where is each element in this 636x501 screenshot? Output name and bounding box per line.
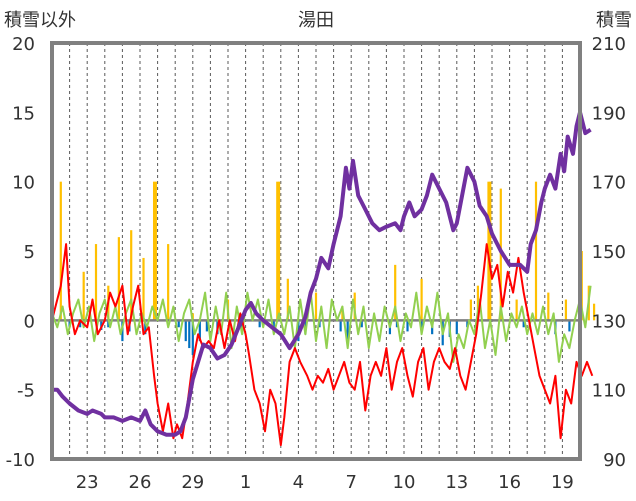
x-tick-label: 4 [293, 472, 304, 493]
y-tick-label: 5 [24, 242, 35, 263]
bar [272, 320, 275, 328]
bar [258, 320, 261, 328]
bar [522, 320, 525, 328]
bar [420, 320, 423, 328]
bar [188, 320, 191, 349]
bar [314, 292, 318, 321]
bar [277, 181, 281, 321]
plot-frame [50, 41, 582, 461]
y-tick-label: 190 [592, 103, 626, 124]
x-tick-label: 23 [76, 472, 99, 493]
bar [198, 320, 201, 342]
x-tick-label: 29 [181, 472, 204, 493]
bar [339, 320, 342, 332]
bar [515, 299, 518, 321]
y-tick-label: 10 [12, 173, 35, 194]
left-y-ticks: 20 15 10 5 0 -5 -10 [6, 34, 35, 471]
bar [184, 320, 187, 342]
bar [59, 181, 62, 321]
bar [420, 278, 423, 321]
x-tick-label: 10 [393, 472, 416, 493]
left-axis-label: 積雪以外 [4, 10, 76, 31]
bar [360, 320, 363, 328]
y-tick-label: 15 [12, 103, 35, 124]
bar [142, 257, 145, 321]
bar [130, 230, 133, 321]
x-tick-label: 16 [498, 472, 521, 493]
y-tick-label: 20 [12, 34, 35, 55]
bar [346, 320, 349, 342]
y-tick-label: -5 [17, 381, 35, 402]
bar [394, 264, 397, 321]
y-tick-label: 170 [592, 173, 626, 194]
bar [177, 320, 180, 328]
y-tick-label: 130 [592, 311, 626, 332]
series-lines [51, 110, 594, 447]
bar [568, 320, 571, 332]
x-tick-label: 1 [240, 472, 251, 493]
series-line [51, 243, 594, 447]
bar [79, 320, 82, 328]
bar [276, 181, 279, 321]
bar [534, 181, 538, 321]
y-tick-label: 0 [24, 311, 35, 332]
bar [564, 299, 568, 321]
bar [205, 320, 208, 332]
y-tick-label: 110 [592, 381, 626, 402]
chart-title: 湯田 [298, 10, 334, 31]
bar [191, 320, 194, 355]
bar [152, 181, 156, 321]
x-tick-label: 26 [129, 472, 152, 493]
bar [154, 181, 157, 321]
x-ticks: 23 26 29 1 4 7 10 13 16 19 [76, 472, 574, 493]
bar [592, 303, 596, 321]
right-y-ticks: 210 190 170 150 130 110 90 [592, 34, 626, 471]
y-tick-label: 210 [592, 34, 626, 55]
right-axis-label: 積雪 [596, 10, 632, 31]
bar [107, 320, 110, 328]
bar [167, 244, 170, 321]
bar [476, 285, 480, 321]
x-tick-label: 19 [551, 472, 574, 493]
series-line [52, 110, 592, 437]
bar [406, 320, 409, 332]
y-tick-label: -10 [6, 450, 35, 471]
bar [469, 299, 472, 321]
bar [489, 181, 492, 321]
bar [117, 237, 120, 321]
bar [547, 292, 550, 321]
bar [286, 278, 289, 321]
y-tick-label: 150 [592, 242, 626, 263]
bar [466, 320, 469, 328]
y-tick-label: 90 [603, 450, 626, 471]
bar [144, 320, 147, 335]
x-tick-label: 13 [445, 472, 468, 493]
bar [455, 320, 458, 335]
bar [94, 244, 98, 321]
x-tick-label: 7 [345, 472, 356, 493]
bar [82, 271, 85, 321]
